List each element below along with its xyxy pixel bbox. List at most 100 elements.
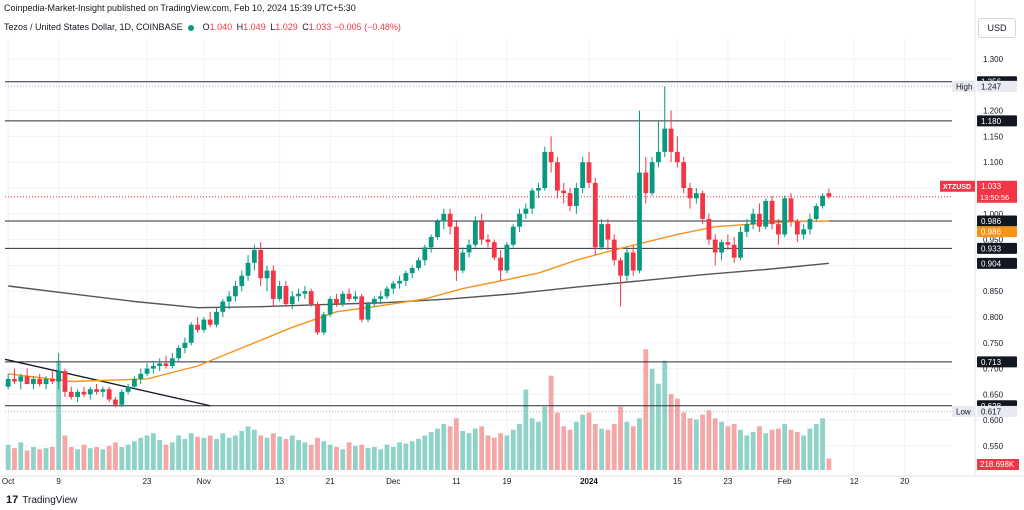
candle	[138, 368, 144, 385]
candle-body	[561, 190, 567, 194]
volume-bar	[548, 375, 554, 470]
candle-body	[548, 151, 554, 163]
low-name-bg	[952, 405, 975, 417]
volume-bar	[712, 418, 718, 470]
candle	[662, 86, 668, 158]
volume-bar	[220, 433, 226, 470]
y-tick-label: 0.750	[983, 339, 1004, 348]
volume-bar	[674, 398, 680, 470]
candle-body	[169, 358, 175, 367]
level-tag: 0.933	[981, 244, 1002, 253]
candle-body	[662, 128, 668, 152]
candle	[567, 188, 573, 212]
volume-bar	[340, 449, 346, 470]
candle-body	[725, 242, 731, 245]
volume-bar	[296, 440, 301, 470]
candle-body	[144, 368, 150, 374]
volume-bar	[428, 432, 434, 470]
volume-bar	[536, 421, 541, 470]
candle	[548, 136, 554, 173]
candle-body	[195, 324, 200, 330]
candle	[340, 291, 346, 307]
moving-averages	[8, 220, 829, 383]
candle	[308, 288, 314, 307]
candle	[75, 389, 81, 403]
tradingview-logo[interactable]: 17 TradingView	[6, 494, 77, 506]
candle-body	[719, 242, 724, 253]
volume-bar	[233, 435, 238, 470]
volume-bar	[371, 447, 377, 470]
level-tag-bg	[977, 215, 1017, 227]
candle-body	[466, 244, 472, 253]
candle	[731, 237, 737, 263]
candle-body	[277, 286, 283, 299]
volume-bar	[599, 428, 605, 470]
candle-body	[359, 296, 365, 320]
volume-bar	[334, 447, 339, 470]
level-tag-bg	[977, 242, 1017, 254]
volume-bar	[62, 435, 68, 470]
y-tick-label: 0.800	[983, 313, 1004, 322]
y-tick-label: 0.650	[983, 390, 1004, 399]
candle-body	[239, 275, 245, 287]
candle	[763, 198, 769, 230]
candle-body	[744, 224, 750, 232]
candle-body	[504, 244, 510, 271]
currency-button[interactable]: USD	[978, 18, 1016, 38]
volume-bar	[769, 429, 775, 470]
symbol-name[interactable]: Tezos / United States Dollar, 1D, COINBA…	[4, 22, 183, 32]
candle	[289, 291, 295, 310]
volume-bar	[315, 437, 320, 470]
candle	[182, 337, 188, 354]
candle	[744, 218, 750, 238]
candle-body	[321, 314, 327, 333]
high-value: 1.049	[243, 22, 266, 32]
volume-bar	[687, 418, 693, 470]
candle	[106, 386, 112, 403]
candle-body	[782, 198, 788, 235]
candle	[542, 146, 548, 191]
volume-bar	[788, 429, 794, 470]
volume-bar	[656, 383, 661, 470]
candle	[12, 368, 17, 385]
volume-tag: 218.698K	[980, 460, 1015, 469]
candle-body	[113, 399, 118, 405]
volume-bar	[56, 360, 62, 470]
candle-body	[94, 389, 99, 392]
candle-body	[81, 391, 87, 395]
candle-body	[371, 298, 377, 305]
candle-body	[150, 366, 156, 369]
candle	[592, 177, 598, 256]
time-axis[interactable]: Oct 9 23 Nov 13 21 Dec 11 19 2024 15 23 Feb 12 20	[0, 475, 1024, 486]
x-tick-label: Dec	[386, 477, 400, 486]
x-tick-label: 23	[723, 477, 732, 486]
candle-body	[390, 283, 396, 289]
candle	[466, 239, 472, 258]
volume-bar	[378, 449, 384, 470]
volume-bar	[422, 435, 428, 470]
candle-body	[485, 239, 491, 243]
volume-bar	[517, 424, 522, 470]
candle-body	[681, 162, 687, 188]
candle-body	[422, 247, 428, 261]
candle-body	[296, 293, 301, 297]
volume-bar	[283, 438, 289, 470]
candle-body	[428, 237, 434, 248]
candle	[523, 203, 529, 219]
candle-body	[157, 363, 163, 367]
candle	[649, 157, 655, 196]
volume-bar	[826, 458, 832, 470]
candle	[169, 353, 175, 369]
y-tick-label: 0.550	[983, 442, 1004, 451]
volume-bar	[523, 389, 529, 470]
candle-body	[498, 257, 503, 271]
candle	[371, 296, 377, 307]
volume-bar	[416, 438, 421, 470]
y-tick-label: 1.100	[983, 158, 1004, 167]
volume-bar	[195, 436, 200, 470]
candle	[68, 386, 74, 400]
x-tick-label: 20	[900, 477, 909, 486]
candle-body	[460, 252, 466, 271]
volume-bar	[479, 426, 485, 470]
